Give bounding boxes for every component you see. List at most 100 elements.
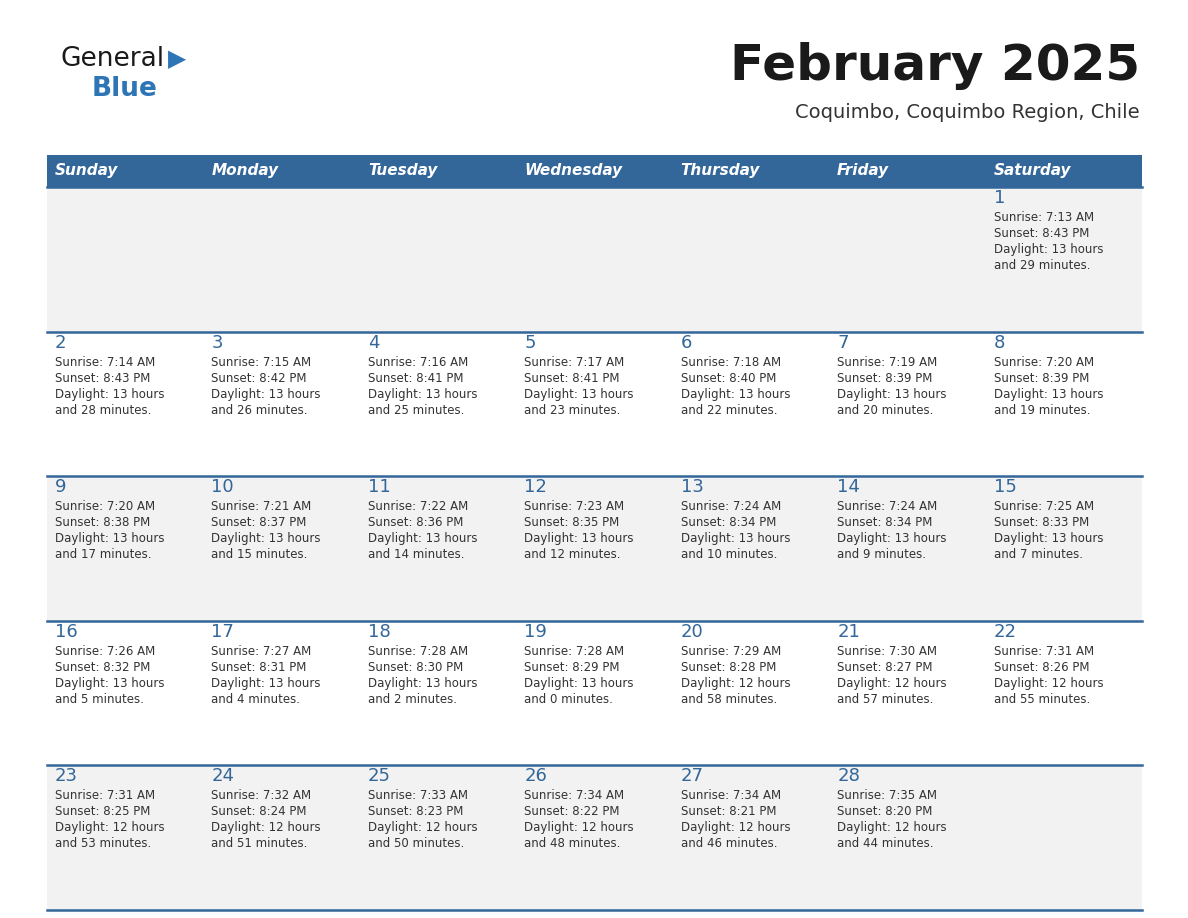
Text: 4: 4 bbox=[368, 333, 379, 352]
Text: 23: 23 bbox=[55, 767, 78, 786]
Text: Sunset: 8:32 PM: Sunset: 8:32 PM bbox=[55, 661, 151, 674]
Text: Daylight: 13 hours: Daylight: 13 hours bbox=[838, 387, 947, 400]
Text: and 23 minutes.: and 23 minutes. bbox=[524, 404, 620, 417]
Text: Daylight: 13 hours: Daylight: 13 hours bbox=[681, 387, 790, 400]
Text: Sunrise: 7:26 AM: Sunrise: 7:26 AM bbox=[55, 644, 156, 658]
Text: Monday: Monday bbox=[211, 163, 278, 178]
Text: Sunrise: 7:22 AM: Sunrise: 7:22 AM bbox=[368, 500, 468, 513]
Text: 6: 6 bbox=[681, 333, 693, 352]
Text: and 26 minutes.: and 26 minutes. bbox=[211, 404, 308, 417]
Text: and 25 minutes.: and 25 minutes. bbox=[368, 404, 465, 417]
Text: Sunrise: 7:33 AM: Sunrise: 7:33 AM bbox=[368, 789, 468, 802]
Text: 26: 26 bbox=[524, 767, 548, 786]
Bar bbox=[48, 155, 1142, 187]
Text: and 17 minutes.: and 17 minutes. bbox=[55, 548, 152, 561]
Text: and 0 minutes.: and 0 minutes. bbox=[524, 693, 613, 706]
Text: Sunset: 8:20 PM: Sunset: 8:20 PM bbox=[838, 805, 933, 819]
Text: Daylight: 12 hours: Daylight: 12 hours bbox=[681, 677, 790, 689]
Text: Sunset: 8:36 PM: Sunset: 8:36 PM bbox=[368, 516, 463, 529]
Text: Sunset: 8:31 PM: Sunset: 8:31 PM bbox=[211, 661, 307, 674]
Text: and 2 minutes.: and 2 minutes. bbox=[368, 693, 457, 706]
Text: Friday: Friday bbox=[838, 163, 890, 178]
Text: Sunset: 8:24 PM: Sunset: 8:24 PM bbox=[211, 805, 307, 819]
Text: Sunset: 8:34 PM: Sunset: 8:34 PM bbox=[681, 516, 776, 529]
Text: 27: 27 bbox=[681, 767, 703, 786]
Text: and 46 minutes.: and 46 minutes. bbox=[681, 837, 777, 850]
Text: Sunset: 8:22 PM: Sunset: 8:22 PM bbox=[524, 805, 620, 819]
Text: ▶: ▶ bbox=[168, 47, 187, 71]
Text: and 20 minutes.: and 20 minutes. bbox=[838, 404, 934, 417]
Text: Sunset: 8:29 PM: Sunset: 8:29 PM bbox=[524, 661, 620, 674]
Text: 13: 13 bbox=[681, 478, 703, 497]
Text: Sunset: 8:21 PM: Sunset: 8:21 PM bbox=[681, 805, 776, 819]
Text: Sunrise: 7:27 AM: Sunrise: 7:27 AM bbox=[211, 644, 311, 658]
Text: Daylight: 13 hours: Daylight: 13 hours bbox=[55, 532, 164, 545]
Text: Daylight: 12 hours: Daylight: 12 hours bbox=[838, 677, 947, 689]
Text: Daylight: 13 hours: Daylight: 13 hours bbox=[55, 677, 164, 689]
Text: Sunset: 8:40 PM: Sunset: 8:40 PM bbox=[681, 372, 776, 385]
Text: Daylight: 13 hours: Daylight: 13 hours bbox=[211, 387, 321, 400]
Bar bbox=[48, 766, 1142, 910]
Text: and 57 minutes.: and 57 minutes. bbox=[838, 693, 934, 706]
Text: and 14 minutes.: and 14 minutes. bbox=[368, 548, 465, 561]
Text: 11: 11 bbox=[368, 478, 391, 497]
Text: Sunset: 8:37 PM: Sunset: 8:37 PM bbox=[211, 516, 307, 529]
Text: Sunset: 8:34 PM: Sunset: 8:34 PM bbox=[838, 516, 933, 529]
Text: and 58 minutes.: and 58 minutes. bbox=[681, 693, 777, 706]
Text: 20: 20 bbox=[681, 622, 703, 641]
Text: Daylight: 12 hours: Daylight: 12 hours bbox=[368, 822, 478, 834]
Text: Sunrise: 7:18 AM: Sunrise: 7:18 AM bbox=[681, 355, 781, 369]
Text: 3: 3 bbox=[211, 333, 223, 352]
Text: and 51 minutes.: and 51 minutes. bbox=[211, 837, 308, 850]
Bar bbox=[48, 187, 1142, 331]
Text: Sunrise: 7:30 AM: Sunrise: 7:30 AM bbox=[838, 644, 937, 658]
Text: Sunrise: 7:34 AM: Sunrise: 7:34 AM bbox=[524, 789, 625, 802]
Text: Daylight: 13 hours: Daylight: 13 hours bbox=[993, 532, 1104, 545]
Text: Sunrise: 7:14 AM: Sunrise: 7:14 AM bbox=[55, 355, 156, 369]
Bar bbox=[48, 621, 1142, 766]
Text: Blue: Blue bbox=[91, 76, 158, 102]
Text: 18: 18 bbox=[368, 622, 391, 641]
Text: 10: 10 bbox=[211, 478, 234, 497]
Text: Sunrise: 7:31 AM: Sunrise: 7:31 AM bbox=[993, 644, 1094, 658]
Text: and 9 minutes.: and 9 minutes. bbox=[838, 548, 927, 561]
Text: Daylight: 12 hours: Daylight: 12 hours bbox=[681, 822, 790, 834]
Text: and 15 minutes.: and 15 minutes. bbox=[211, 548, 308, 561]
Text: and 10 minutes.: and 10 minutes. bbox=[681, 548, 777, 561]
Text: and 19 minutes.: and 19 minutes. bbox=[993, 404, 1091, 417]
Text: Daylight: 12 hours: Daylight: 12 hours bbox=[211, 822, 321, 834]
Text: Sunset: 8:42 PM: Sunset: 8:42 PM bbox=[211, 372, 307, 385]
Text: and 22 minutes.: and 22 minutes. bbox=[681, 404, 777, 417]
Text: Daylight: 13 hours: Daylight: 13 hours bbox=[524, 532, 633, 545]
Text: Sunset: 8:43 PM: Sunset: 8:43 PM bbox=[993, 227, 1089, 240]
Text: Sunrise: 7:21 AM: Sunrise: 7:21 AM bbox=[211, 500, 311, 513]
Text: Sunrise: 7:20 AM: Sunrise: 7:20 AM bbox=[993, 355, 1094, 369]
Text: Sunset: 8:26 PM: Sunset: 8:26 PM bbox=[993, 661, 1089, 674]
Text: Sunset: 8:41 PM: Sunset: 8:41 PM bbox=[368, 372, 463, 385]
Text: and 53 minutes.: and 53 minutes. bbox=[55, 837, 151, 850]
Text: Sunrise: 7:20 AM: Sunrise: 7:20 AM bbox=[55, 500, 156, 513]
Text: 9: 9 bbox=[55, 478, 67, 497]
Text: Sunset: 8:25 PM: Sunset: 8:25 PM bbox=[55, 805, 151, 819]
Text: 21: 21 bbox=[838, 622, 860, 641]
Text: Daylight: 12 hours: Daylight: 12 hours bbox=[524, 822, 634, 834]
Bar bbox=[48, 331, 1142, 476]
Text: Sunrise: 7:25 AM: Sunrise: 7:25 AM bbox=[993, 500, 1094, 513]
Text: 15: 15 bbox=[993, 478, 1017, 497]
Text: Sunrise: 7:19 AM: Sunrise: 7:19 AM bbox=[838, 355, 937, 369]
Text: Sunday: Sunday bbox=[55, 163, 119, 178]
Text: Daylight: 13 hours: Daylight: 13 hours bbox=[993, 387, 1104, 400]
Text: 14: 14 bbox=[838, 478, 860, 497]
Text: and 48 minutes.: and 48 minutes. bbox=[524, 837, 620, 850]
Text: Tuesday: Tuesday bbox=[368, 163, 437, 178]
Text: and 7 minutes.: and 7 minutes. bbox=[993, 548, 1082, 561]
Text: and 5 minutes.: and 5 minutes. bbox=[55, 693, 144, 706]
Text: 28: 28 bbox=[838, 767, 860, 786]
Text: Sunrise: 7:17 AM: Sunrise: 7:17 AM bbox=[524, 355, 625, 369]
Text: and 50 minutes.: and 50 minutes. bbox=[368, 837, 465, 850]
Text: 12: 12 bbox=[524, 478, 548, 497]
Text: and 29 minutes.: and 29 minutes. bbox=[993, 259, 1091, 272]
Text: Sunset: 8:39 PM: Sunset: 8:39 PM bbox=[993, 372, 1089, 385]
Text: and 28 minutes.: and 28 minutes. bbox=[55, 404, 151, 417]
Text: Sunrise: 7:24 AM: Sunrise: 7:24 AM bbox=[681, 500, 781, 513]
